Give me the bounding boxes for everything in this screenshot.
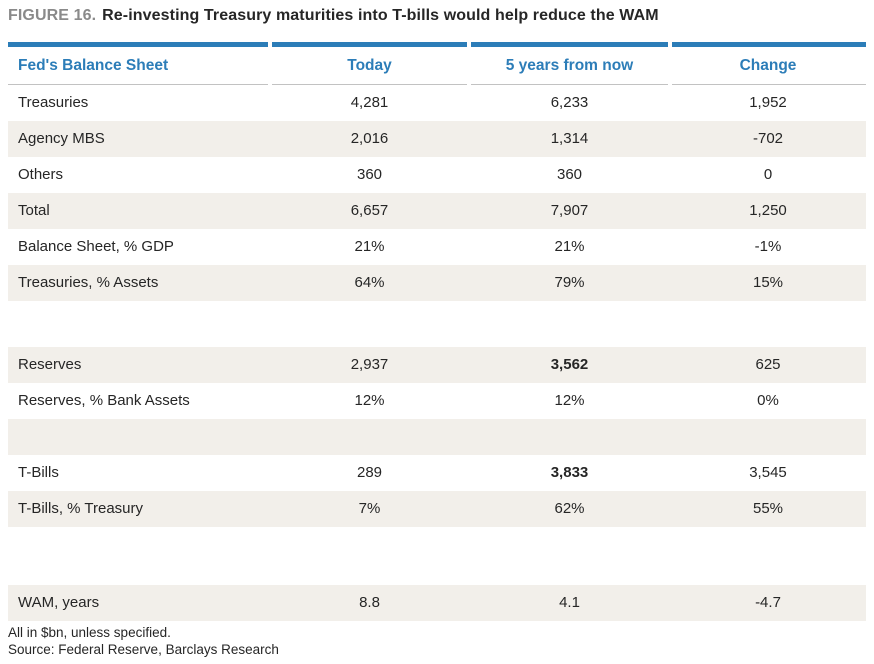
cell-future: 79% <box>554 274 585 291</box>
cell-future: 7,907 <box>550 202 589 219</box>
cell-future: 1,314 <box>550 130 589 147</box>
figure-heading: Re-investing Treasury maturities into T-… <box>102 7 659 24</box>
cell-change: 625 <box>755 356 781 373</box>
cell-today: 21% <box>354 238 385 255</box>
cell-today: 2,016 <box>350 130 389 147</box>
cell-label: Reserves <box>18 356 82 373</box>
cell-label: Others <box>18 166 64 183</box>
table-header-row: Fed's Balance Sheet Today 5 years from n… <box>8 42 866 85</box>
cell-today: 289 <box>356 464 383 481</box>
cell-label: Total <box>18 202 50 219</box>
cell-change: -1% <box>754 238 782 255</box>
figure-title: FIGURE 16. Re-investing Treasury maturiti… <box>8 6 866 26</box>
table-row: Reserves, % Bank Assets 12% 12% 0% <box>8 383 866 419</box>
cell-future: 12% <box>554 392 585 409</box>
table-row: WAM, years 8.8 4.1 -4.7 <box>8 585 866 621</box>
cell-future: 360 <box>556 166 583 183</box>
cell-today: 8.8 <box>359 594 380 611</box>
footnote-source: Source: Federal Reserve, Barclays Resear… <box>8 642 279 657</box>
table-row: Balance Sheet, % GDP 21% 21% -1% <box>8 229 866 265</box>
table-body: Treasuries 4,281 6,233 1,952 Agency MBS 2,016… <box>8 85 866 621</box>
cell-change: -702 <box>752 130 784 147</box>
header-column-divider <box>467 42 471 85</box>
footnotes: All in $bn, unless specified. Source: Fe… <box>8 624 866 658</box>
cell-change: 15% <box>752 274 784 291</box>
column-header-feds-balance-sheet: Fed's Balance Sheet <box>8 42 270 85</box>
table-row: Treasuries, % Assets 64% 79% 15% <box>8 265 866 301</box>
spacer-row <box>8 301 866 347</box>
spacer-row <box>8 527 866 585</box>
cell-label: Agency MBS <box>18 130 105 147</box>
cell-change: 0 <box>763 166 773 183</box>
cell-change: 1,250 <box>749 202 787 219</box>
spacer-row <box>8 419 866 455</box>
column-header-5-years-from-now: 5 years from now <box>469 42 670 85</box>
cell-change: -4.7 <box>755 594 781 611</box>
table-row: Treasuries 4,281 6,233 1,952 <box>8 85 866 121</box>
table-row: Total 6,657 7,907 1,250 <box>8 193 866 229</box>
cell-today: 360 <box>356 166 383 183</box>
cell-today: 2,937 <box>350 356 389 373</box>
column-header-today: Today <box>270 42 469 85</box>
cell-label: T-Bills <box>18 464 59 481</box>
cell-future: 4.1 <box>559 594 580 611</box>
cell-today: 7% <box>358 500 381 517</box>
table-row: Agency MBS 2,016 1,314 -702 <box>8 121 866 157</box>
cell-label: Reserves, % Bank Assets <box>18 392 190 409</box>
footnote-units: All in $bn, unless specified. <box>8 625 171 640</box>
cell-today: 6,657 <box>350 202 389 219</box>
figure-label: FIGURE 16. <box>8 7 97 24</box>
cell-future: 62% <box>554 500 585 517</box>
cell-future: 3,833 <box>550 464 589 481</box>
cell-future: 21% <box>554 238 585 255</box>
cell-change: 3,545 <box>749 464 787 481</box>
cell-change: 55% <box>752 500 784 517</box>
cell-future: 6,233 <box>550 94 589 111</box>
cell-change: 0% <box>757 392 779 409</box>
table-row: Reserves 2,937 3,562 625 <box>8 347 866 383</box>
cell-label: Treasuries, % Assets <box>18 274 159 291</box>
cell-label: T-Bills, % Treasury <box>18 500 144 517</box>
cell-label: Treasuries <box>18 94 89 111</box>
cell-label: WAM, years <box>18 594 100 611</box>
cell-change: 1,952 <box>749 94 787 111</box>
table-row: T-Bills, % Treasury 7% 62% 55% <box>8 491 866 527</box>
cell-today: 4,281 <box>350 94 389 111</box>
cell-future: 3,562 <box>550 356 589 373</box>
column-header-change: Change <box>670 42 866 85</box>
cell-today: 64% <box>354 274 385 291</box>
cell-today: 12% <box>354 392 385 409</box>
cell-label: Balance Sheet, % GDP <box>18 238 174 255</box>
table-row: Others 360 360 0 <box>8 157 866 193</box>
header-column-divider <box>668 42 672 85</box>
header-column-divider <box>268 42 272 85</box>
table-row: T-Bills 289 3,833 3,545 <box>8 455 866 491</box>
balance-sheet-table: Fed's Balance Sheet Today 5 years from n… <box>8 42 866 621</box>
